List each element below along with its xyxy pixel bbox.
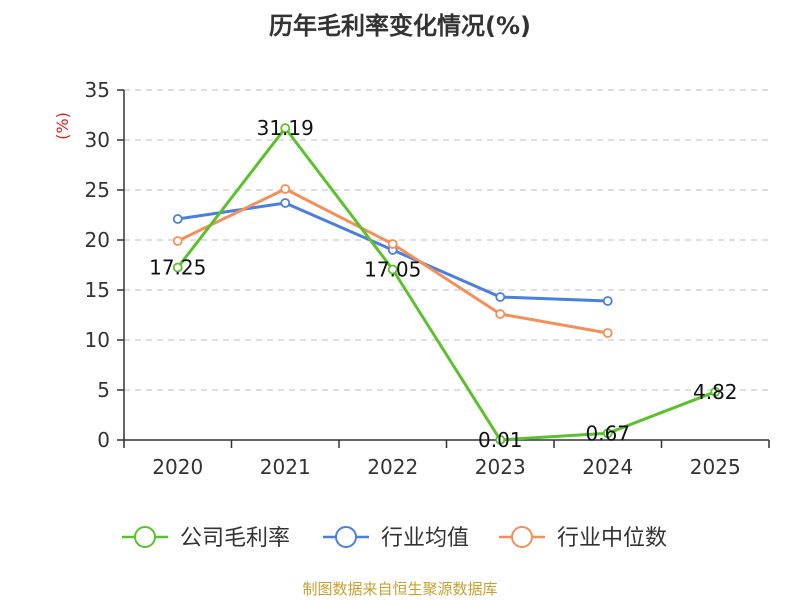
x-tick-label: 2021 [260, 455, 311, 479]
y-axis-label: (%) [53, 112, 72, 140]
data-point [495, 309, 506, 319]
legend-marker [335, 526, 357, 548]
data-point [172, 262, 183, 273]
data-label: 4.82 [693, 380, 738, 404]
data-point [602, 328, 613, 338]
legend-label: 行业中位数 [557, 526, 667, 551]
data-label: 17.05 [364, 258, 421, 282]
y-tick-label: 30 [85, 128, 110, 152]
data-point [172, 214, 183, 224]
data-point [602, 428, 613, 439]
y-tick-label: 20 [85, 228, 110, 252]
legend-label: 行业均值 [381, 526, 469, 551]
x-tick-label: 2020 [152, 455, 203, 479]
data-point [387, 264, 398, 275]
data-point [710, 386, 721, 397]
data-labels: 17.25 31.19 17.05 0.01 0.67 4.82 [149, 116, 737, 452]
legend: 公司毛利率 行业均值 行业中位数 [122, 526, 667, 551]
grid-lines [124, 89, 769, 391]
data-point [280, 198, 291, 208]
legend-label: 公司毛利率 [180, 526, 290, 551]
data-label: 0.67 [585, 421, 630, 445]
x-tick-label: 2024 [582, 455, 633, 479]
chart-title: 历年毛利率变化情况(%) [269, 12, 531, 40]
series-line [176, 126, 716, 442]
data-point [495, 434, 506, 445]
x-tick-label: 2025 [690, 455, 741, 479]
data-point [280, 123, 291, 134]
series-group [172, 123, 721, 445]
y-tick-label: 0 [97, 428, 110, 452]
data-label: 0.01 [478, 428, 523, 452]
y-tick-label: 10 [85, 328, 110, 352]
y-tick-label: 35 [85, 78, 110, 102]
data-point [280, 184, 291, 194]
source-note: 制图数据来自恒生聚源数据库 [302, 580, 498, 598]
x-tick-label: 2022 [367, 455, 418, 479]
y-tick-label: 5 [97, 378, 110, 402]
data-point [602, 296, 613, 306]
data-point [387, 239, 398, 249]
y-tick-labels: 0 5 10 15 20 25 30 35 [85, 78, 110, 452]
data-point [495, 292, 506, 302]
data-label: 17.25 [149, 256, 206, 280]
x-tick-label: 2023 [475, 455, 526, 479]
legend-marker [511, 526, 533, 548]
axes [117, 89, 770, 448]
y-tick-label: 25 [85, 178, 110, 202]
legend-marker [134, 526, 156, 548]
data-point [172, 236, 183, 246]
data-label: 31.19 [257, 116, 314, 140]
x-tick-labels: 2020 2021 2022 2023 2024 2025 [152, 455, 740, 479]
y-tick-label: 15 [85, 278, 110, 302]
